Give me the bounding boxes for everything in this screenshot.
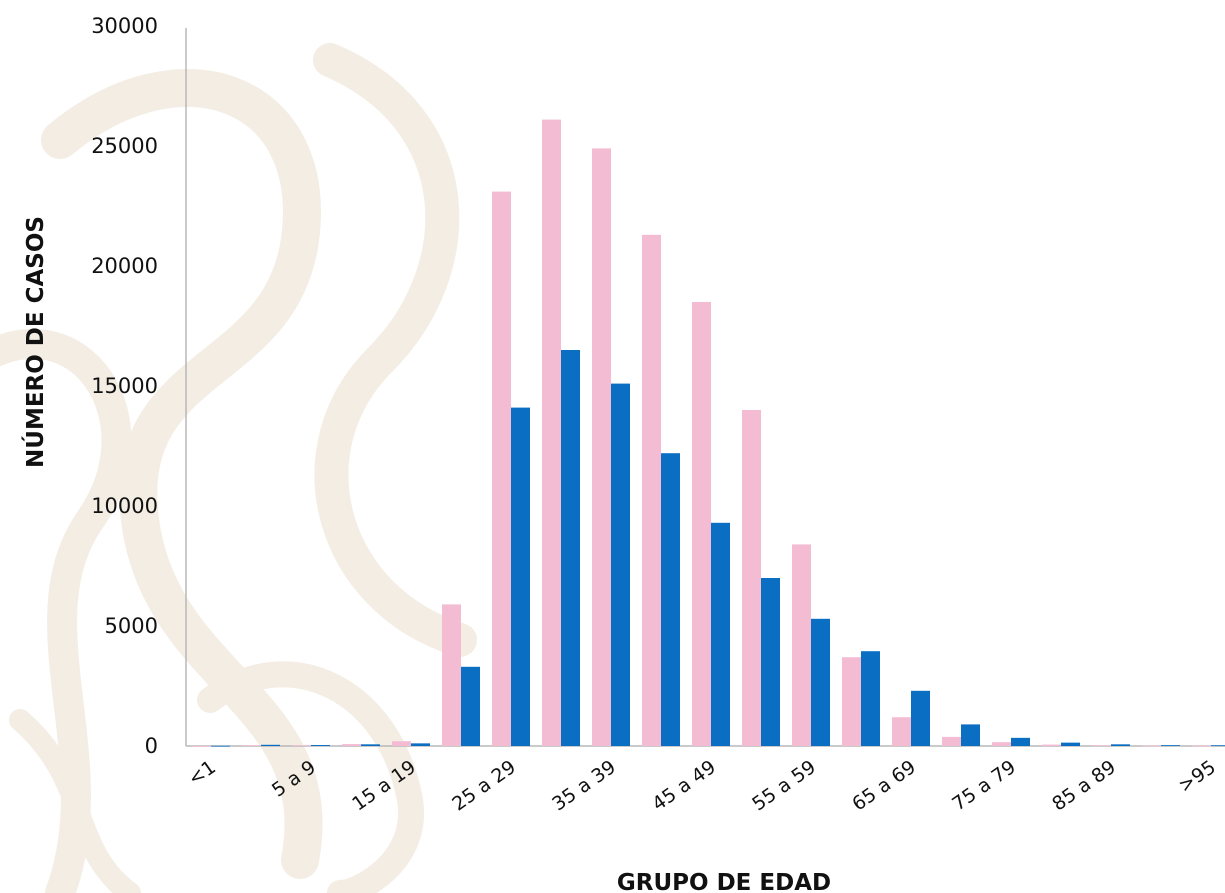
x-tick-label: 75 a 79 — [948, 756, 1020, 815]
bar-series1-18 — [1092, 745, 1111, 747]
bar-series1-11 — [742, 410, 761, 746]
bar-series1-2 — [292, 745, 311, 747]
bar-series2-4 — [411, 743, 430, 746]
bar-series2-0 — [211, 745, 230, 747]
y-tick-label: 15000 — [91, 374, 158, 398]
bar-series2-6 — [511, 407, 530, 746]
bar-series2-10 — [711, 522, 730, 746]
bar-series1-16 — [992, 742, 1011, 746]
x-tick-label: >95 — [1174, 756, 1219, 797]
y-tick-label: 5000 — [105, 614, 158, 638]
bar-series2-1 — [261, 744, 280, 746]
bar-series2-14 — [911, 690, 930, 746]
bar-series1-6 — [492, 191, 511, 747]
bar-series2-18 — [1111, 744, 1130, 746]
bar-series1-20 — [1192, 745, 1211, 747]
x-axis-title: GRUPO DE EDAD — [617, 870, 831, 893]
bar-series1-14 — [892, 717, 911, 746]
bar-series1-12 — [792, 544, 811, 746]
bar-series2-17 — [1061, 742, 1080, 746]
bar-series2-9 — [661, 453, 680, 746]
bar-series2-2 — [311, 745, 330, 746]
bar-series1-13 — [842, 657, 861, 746]
y-tick-label: 30000 — [91, 14, 158, 38]
bar-series2-12 — [811, 618, 830, 746]
x-tick-label: 65 a 69 — [848, 756, 920, 815]
x-tick-label: 25 a 29 — [448, 756, 520, 815]
bar-series2-13 — [861, 651, 880, 746]
y-tick-label: 20000 — [91, 254, 158, 278]
bar-series1-1 — [242, 745, 261, 747]
bar-series1-4 — [392, 741, 411, 746]
y-tick-label: 25000 — [91, 134, 158, 158]
bar-series2-16 — [1011, 737, 1030, 746]
bar-series1-15 — [942, 736, 961, 746]
bar-series2-3 — [361, 744, 380, 746]
bar-series1-10 — [692, 302, 711, 746]
x-tick-label: 35 a 39 — [548, 756, 620, 815]
bar-series1-19 — [1142, 745, 1161, 747]
y-tick-label: 10000 — [91, 494, 158, 518]
y-axis-title: NÚMERO DE CASOS — [21, 216, 49, 468]
bar-series2-15 — [961, 724, 980, 746]
bar-series2-20 — [1211, 745, 1225, 747]
bar-series2-11 — [761, 578, 780, 746]
x-tick-label: 55 a 59 — [748, 756, 820, 815]
bar-series1-7 — [542, 119, 561, 747]
bar-series1-9 — [642, 234, 661, 747]
x-tick-label: <1 — [184, 756, 220, 790]
bar-series1-0 — [192, 745, 211, 747]
bar-series1-8 — [592, 148, 611, 746]
background-motif — [0, 43, 477, 893]
x-tick-label: 85 a 89 — [1048, 756, 1120, 815]
bar-series2-19 — [1161, 745, 1180, 746]
bar-series1-5 — [442, 604, 461, 746]
x-tick-label: 45 a 49 — [648, 756, 720, 815]
bar-series2-5 — [461, 666, 480, 746]
bar-series2-7 — [561, 350, 580, 746]
y-tick-label: 0 — [145, 734, 158, 758]
bar-series1-3 — [342, 744, 361, 746]
bar-series2-8 — [611, 383, 630, 746]
bar-series1-17 — [1042, 744, 1061, 746]
